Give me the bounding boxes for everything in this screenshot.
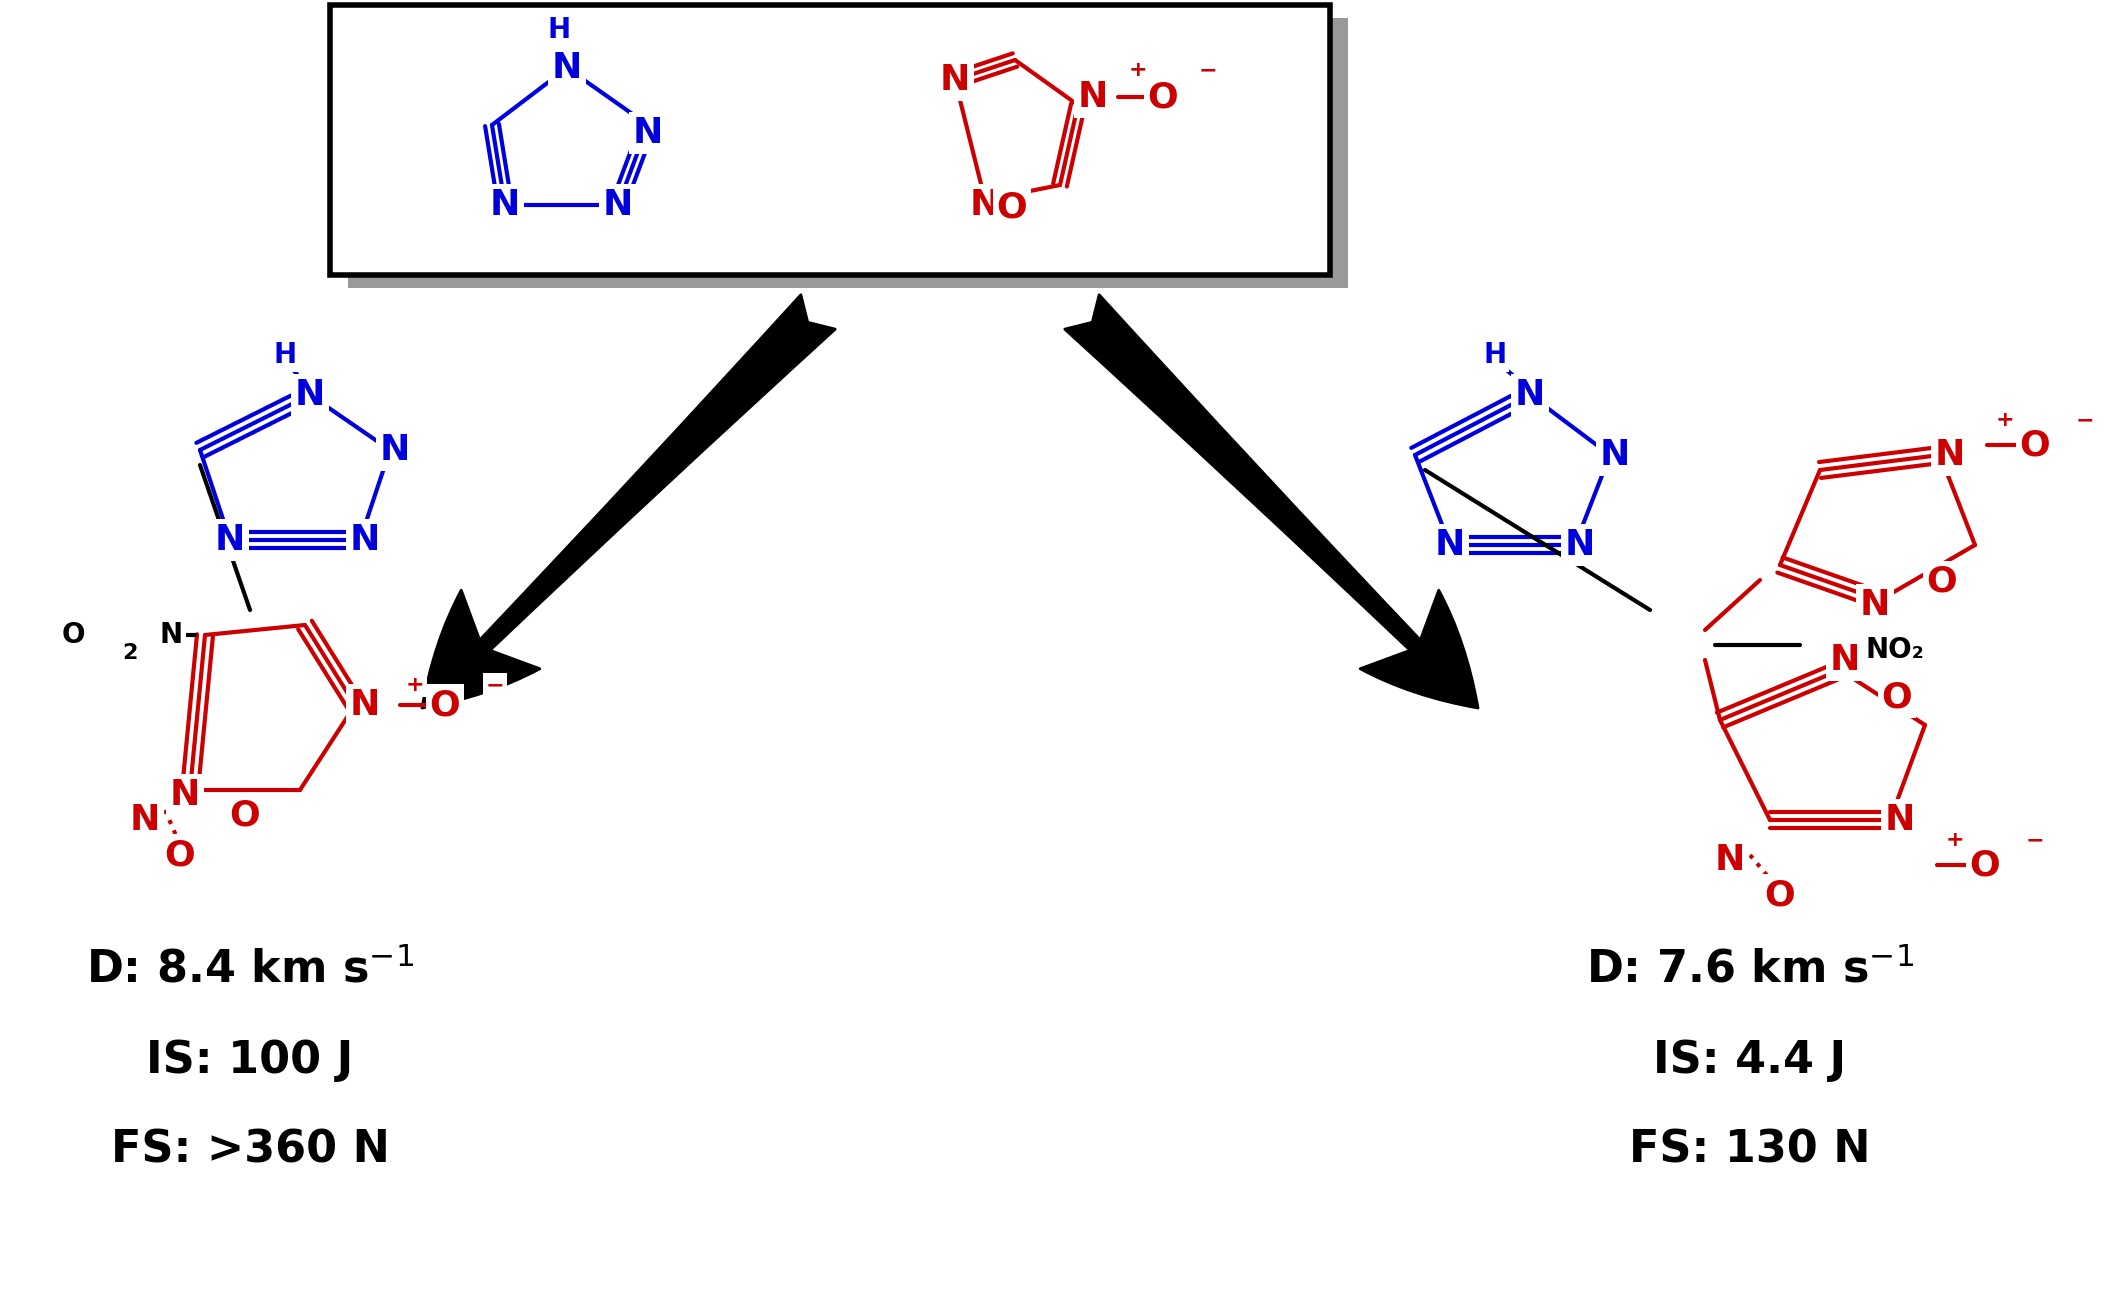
Text: O: O: [62, 622, 85, 649]
Text: N: N: [349, 689, 381, 721]
Text: 2: 2: [121, 643, 138, 664]
Text: O: O: [430, 689, 460, 721]
Text: N: N: [1434, 528, 1466, 562]
Text: N: N: [215, 523, 245, 557]
Text: FS: 130 N: FS: 130 N: [1630, 1129, 1871, 1172]
Text: −: −: [2075, 410, 2094, 430]
Text: N: N: [941, 63, 970, 97]
Text: N: N: [130, 803, 160, 837]
Text: D: 7.6 km s$^{-1}$: D: 7.6 km s$^{-1}$: [1585, 947, 1913, 992]
Text: N: N: [160, 622, 183, 649]
Text: O: O: [2019, 428, 2051, 463]
Text: O: O: [230, 798, 260, 832]
Text: D: 8.4 km s$^{-1}$: D: 8.4 km s$^{-1}$: [85, 947, 415, 992]
Text: +: +: [1945, 830, 1964, 850]
Text: N: N: [1715, 844, 1745, 876]
Text: N: N: [602, 188, 634, 222]
Text: N: N: [1515, 378, 1545, 413]
Text: −: −: [485, 675, 504, 695]
Text: N: N: [1934, 438, 1964, 472]
Text: H: H: [547, 16, 570, 43]
Text: H: H: [1483, 342, 1507, 369]
Text: N: N: [170, 778, 200, 812]
Text: N: N: [1885, 803, 1915, 837]
Text: O: O: [996, 191, 1028, 223]
Text: +: +: [406, 675, 423, 695]
Text: N: N: [632, 116, 664, 150]
Text: N: N: [349, 523, 381, 557]
Text: N: N: [296, 378, 326, 413]
Text: O: O: [1147, 80, 1179, 114]
Text: +: +: [1128, 60, 1147, 80]
Text: N: N: [1564, 528, 1596, 562]
Text: N: N: [551, 51, 583, 85]
Text: −: −: [1198, 60, 1217, 80]
Text: +: +: [1996, 410, 2015, 430]
Text: −: −: [2026, 830, 2045, 850]
Text: NO₂: NO₂: [1864, 636, 1924, 664]
Text: O: O: [1881, 681, 1913, 714]
Text: O: O: [1971, 848, 2000, 882]
Text: IS: 4.4 J: IS: 4.4 J: [1653, 1038, 1847, 1081]
Bar: [330, 5, 1330, 275]
Bar: [349, 18, 1347, 288]
Text: N: N: [1600, 438, 1630, 472]
Text: N: N: [970, 188, 1000, 222]
Text: H: H: [272, 342, 296, 369]
Text: N: N: [1077, 80, 1109, 114]
Text: O: O: [1926, 565, 1958, 599]
Text: IS: 100 J: IS: 100 J: [147, 1038, 353, 1081]
Text: N: N: [1830, 643, 1860, 677]
Text: N: N: [379, 434, 411, 466]
Text: FS: >360 N: FS: >360 N: [111, 1129, 389, 1172]
Text: O: O: [1764, 878, 1796, 912]
Text: O: O: [164, 838, 196, 872]
Text: N: N: [1860, 587, 1890, 622]
Text: N: N: [489, 188, 519, 222]
